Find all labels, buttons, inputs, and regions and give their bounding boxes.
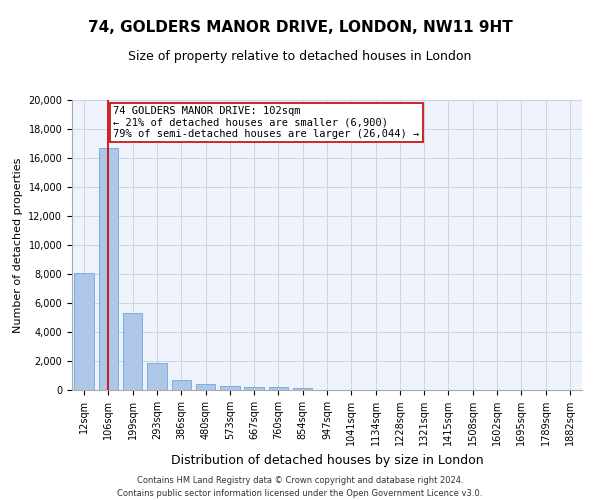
Y-axis label: Number of detached properties: Number of detached properties — [13, 158, 23, 332]
Bar — [220, 386, 239, 390]
Bar — [293, 388, 313, 390]
Bar — [74, 272, 94, 390]
Text: Contains public sector information licensed under the Open Government Licence v3: Contains public sector information licen… — [118, 488, 482, 498]
Bar — [99, 148, 118, 390]
Bar — [244, 387, 264, 390]
Text: 74 GOLDERS MANOR DRIVE: 102sqm
← 21% of detached houses are smaller (6,900)
79% : 74 GOLDERS MANOR DRIVE: 102sqm ← 21% of … — [113, 106, 419, 139]
Bar — [196, 384, 215, 390]
Text: Size of property relative to detached houses in London: Size of property relative to detached ho… — [128, 50, 472, 63]
X-axis label: Distribution of detached houses by size in London: Distribution of detached houses by size … — [170, 454, 484, 466]
Bar — [147, 363, 167, 390]
Bar — [123, 313, 142, 390]
Text: 74, GOLDERS MANOR DRIVE, LONDON, NW11 9HT: 74, GOLDERS MANOR DRIVE, LONDON, NW11 9H… — [88, 20, 512, 35]
Text: Contains HM Land Registry data © Crown copyright and database right 2024.: Contains HM Land Registry data © Crown c… — [137, 476, 463, 485]
Bar — [269, 387, 288, 390]
Bar — [172, 380, 191, 390]
